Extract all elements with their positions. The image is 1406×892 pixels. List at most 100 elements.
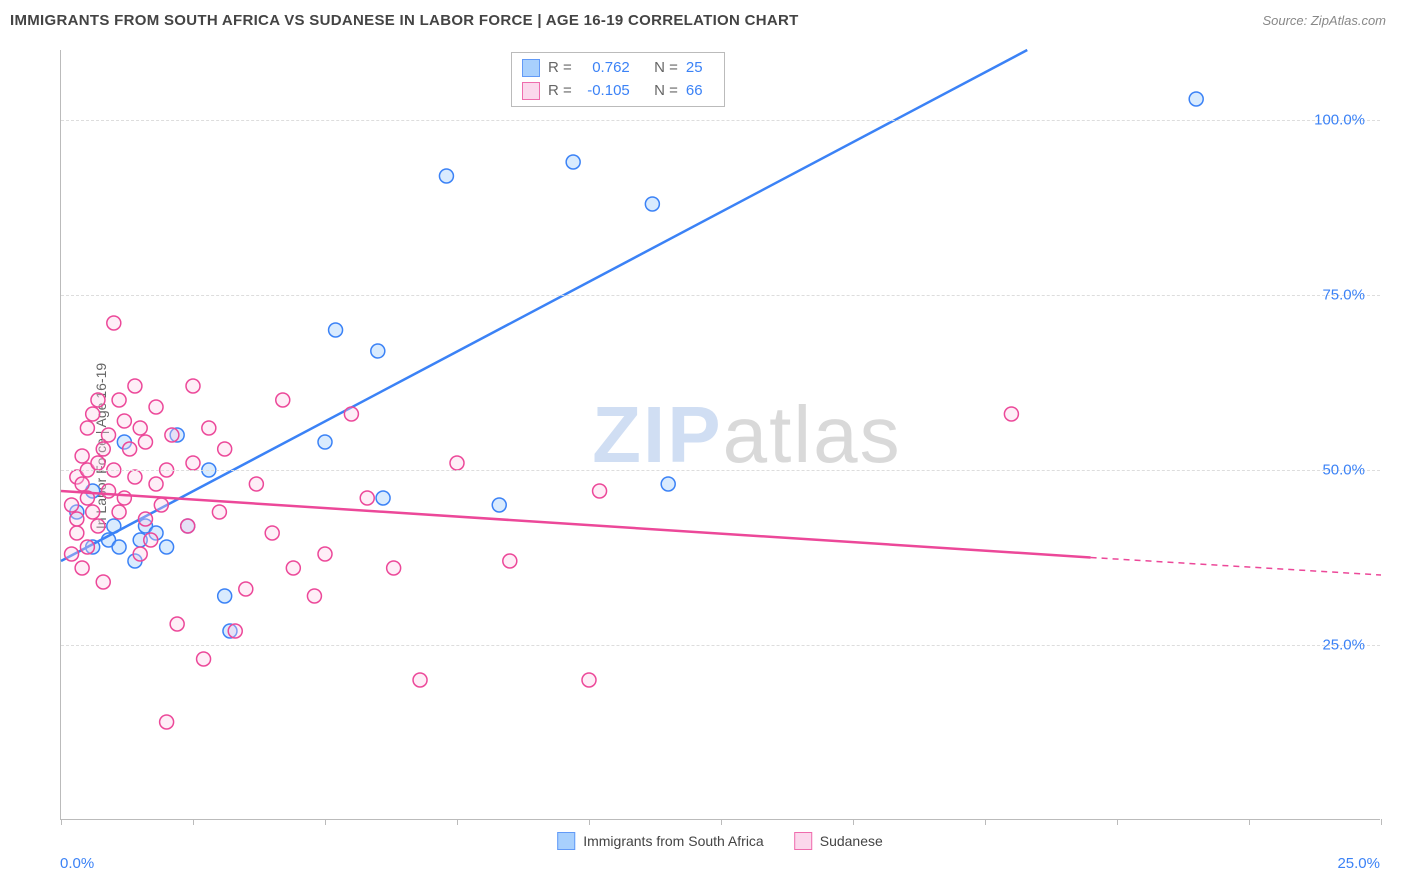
scatter-point-sudanese (86, 505, 100, 519)
x-tick (457, 819, 458, 825)
x-tick (325, 819, 326, 825)
scatter-point-sudanese (75, 561, 89, 575)
scatter-point-sudanese (102, 428, 116, 442)
scatter-point-sudanese (96, 575, 110, 589)
scatter-point-south_africa (218, 589, 232, 603)
scatter-point-sudanese (186, 456, 200, 470)
legend-swatch-sudanese (522, 82, 540, 100)
scatter-point-sudanese (593, 484, 607, 498)
scatter-point-sudanese (91, 393, 105, 407)
scatter-point-south_africa (329, 323, 343, 337)
n-value: 66 (686, 80, 714, 103)
scatter-point-sudanese (70, 512, 84, 526)
scatter-point-south_africa (318, 435, 332, 449)
scatter-point-sudanese (413, 673, 427, 687)
scatter-point-sudanese (91, 456, 105, 470)
source-label: Source: ZipAtlas.com (1262, 13, 1386, 28)
n-label: N = (654, 57, 678, 80)
gridline-h (61, 645, 1380, 646)
scatter-point-sudanese (133, 547, 147, 561)
legend-swatch-south_africa (557, 832, 575, 850)
gridline-h (61, 120, 1380, 121)
x-max-label: 25.0% (1337, 855, 1380, 872)
scatter-point-sudanese (123, 442, 137, 456)
scatter-point-sudanese (249, 477, 263, 491)
y-tick-label: 75.0% (1322, 287, 1365, 304)
scatter-point-sudanese (228, 624, 242, 638)
x-tick (1117, 819, 1118, 825)
scatter-point-south_africa (160, 540, 174, 554)
scatter-point-sudanese (582, 673, 596, 687)
legend-label: Sudanese (820, 833, 883, 849)
legend-stats-box: R =0.762 N = 25R =-0.105 N = 66 (511, 52, 725, 107)
scatter-point-south_africa (1189, 92, 1203, 106)
scatter-point-sudanese (112, 505, 126, 519)
x-tick (61, 819, 62, 825)
scatter-point-sudanese (144, 533, 158, 547)
scatter-point-sudanese (286, 561, 300, 575)
legend-item-sudanese: Sudanese (794, 832, 883, 850)
scatter-point-sudanese (138, 435, 152, 449)
scatter-point-sudanese (96, 442, 110, 456)
scatter-point-sudanese (91, 519, 105, 533)
gridline-h (61, 295, 1380, 296)
scatter-point-sudanese (160, 715, 174, 729)
scatter-point-sudanese (80, 540, 94, 554)
r-label: R = (548, 57, 572, 80)
scatter-point-sudanese (186, 379, 200, 393)
scatter-point-sudanese (181, 519, 195, 533)
x-tick (853, 819, 854, 825)
scatter-point-south_africa (566, 155, 580, 169)
scatter-point-sudanese (133, 421, 147, 435)
scatter-point-sudanese (360, 491, 374, 505)
scatter-point-south_africa (371, 344, 385, 358)
scatter-point-sudanese (218, 442, 232, 456)
x-tick (721, 819, 722, 825)
scatter-point-sudanese (80, 421, 94, 435)
legend-swatch-sudanese (794, 832, 812, 850)
scatter-point-sudanese (86, 407, 100, 421)
trend-line-dashed-sudanese (1091, 558, 1381, 576)
y-tick-label: 100.0% (1314, 112, 1365, 129)
trend-line-south_africa (61, 50, 1027, 561)
scatter-point-south_africa (645, 197, 659, 211)
x-axis-labels: 0.0% Immigrants from South AfricaSudanes… (60, 855, 1380, 872)
scatter-point-sudanese (138, 512, 152, 526)
x-tick (193, 819, 194, 825)
legend-stats-row-south_africa: R = 0.762 N = 25 (522, 57, 714, 80)
x-tick (1249, 819, 1250, 825)
scatter-point-sudanese (149, 477, 163, 491)
legend-swatch-south_africa (522, 59, 540, 77)
scatter-point-south_africa (439, 169, 453, 183)
scatter-point-sudanese (239, 582, 253, 596)
scatter-point-sudanese (128, 470, 142, 484)
gridline-h (61, 470, 1380, 471)
scatter-point-sudanese (197, 652, 211, 666)
scatter-point-sudanese (117, 414, 131, 428)
r-label: R = (548, 80, 572, 103)
scatter-point-sudanese (75, 477, 89, 491)
scatter-point-sudanese (107, 316, 121, 330)
scatter-point-sudanese (112, 393, 126, 407)
n-label: N = (654, 80, 678, 103)
n-value: 25 (686, 57, 714, 80)
scatter-point-sudanese (1004, 407, 1018, 421)
scatter-point-south_africa (376, 491, 390, 505)
scatter-point-south_africa (112, 540, 126, 554)
legend-label: Immigrants from South Africa (583, 833, 764, 849)
scatter-point-sudanese (154, 498, 168, 512)
scatter-point-sudanese (65, 498, 79, 512)
plot-area: ZIPatlas R =0.762 N = 25R =-0.105 N = 66… (60, 50, 1380, 820)
scatter-point-sudanese (70, 526, 84, 540)
scatter-point-sudanese (307, 589, 321, 603)
scatter-point-sudanese (387, 561, 401, 575)
trend-line-sudanese (61, 491, 1091, 558)
y-tick-label: 50.0% (1322, 462, 1365, 479)
r-value: 0.762 (580, 57, 630, 80)
x-tick (1381, 819, 1382, 825)
scatter-point-south_africa (492, 498, 506, 512)
title-bar: IMMIGRANTS FROM SOUTH AFRICA VS SUDANESE… (0, 0, 1406, 40)
scatter-point-sudanese (117, 491, 131, 505)
scatter-point-sudanese (128, 379, 142, 393)
scatter-point-sudanese (170, 617, 184, 631)
